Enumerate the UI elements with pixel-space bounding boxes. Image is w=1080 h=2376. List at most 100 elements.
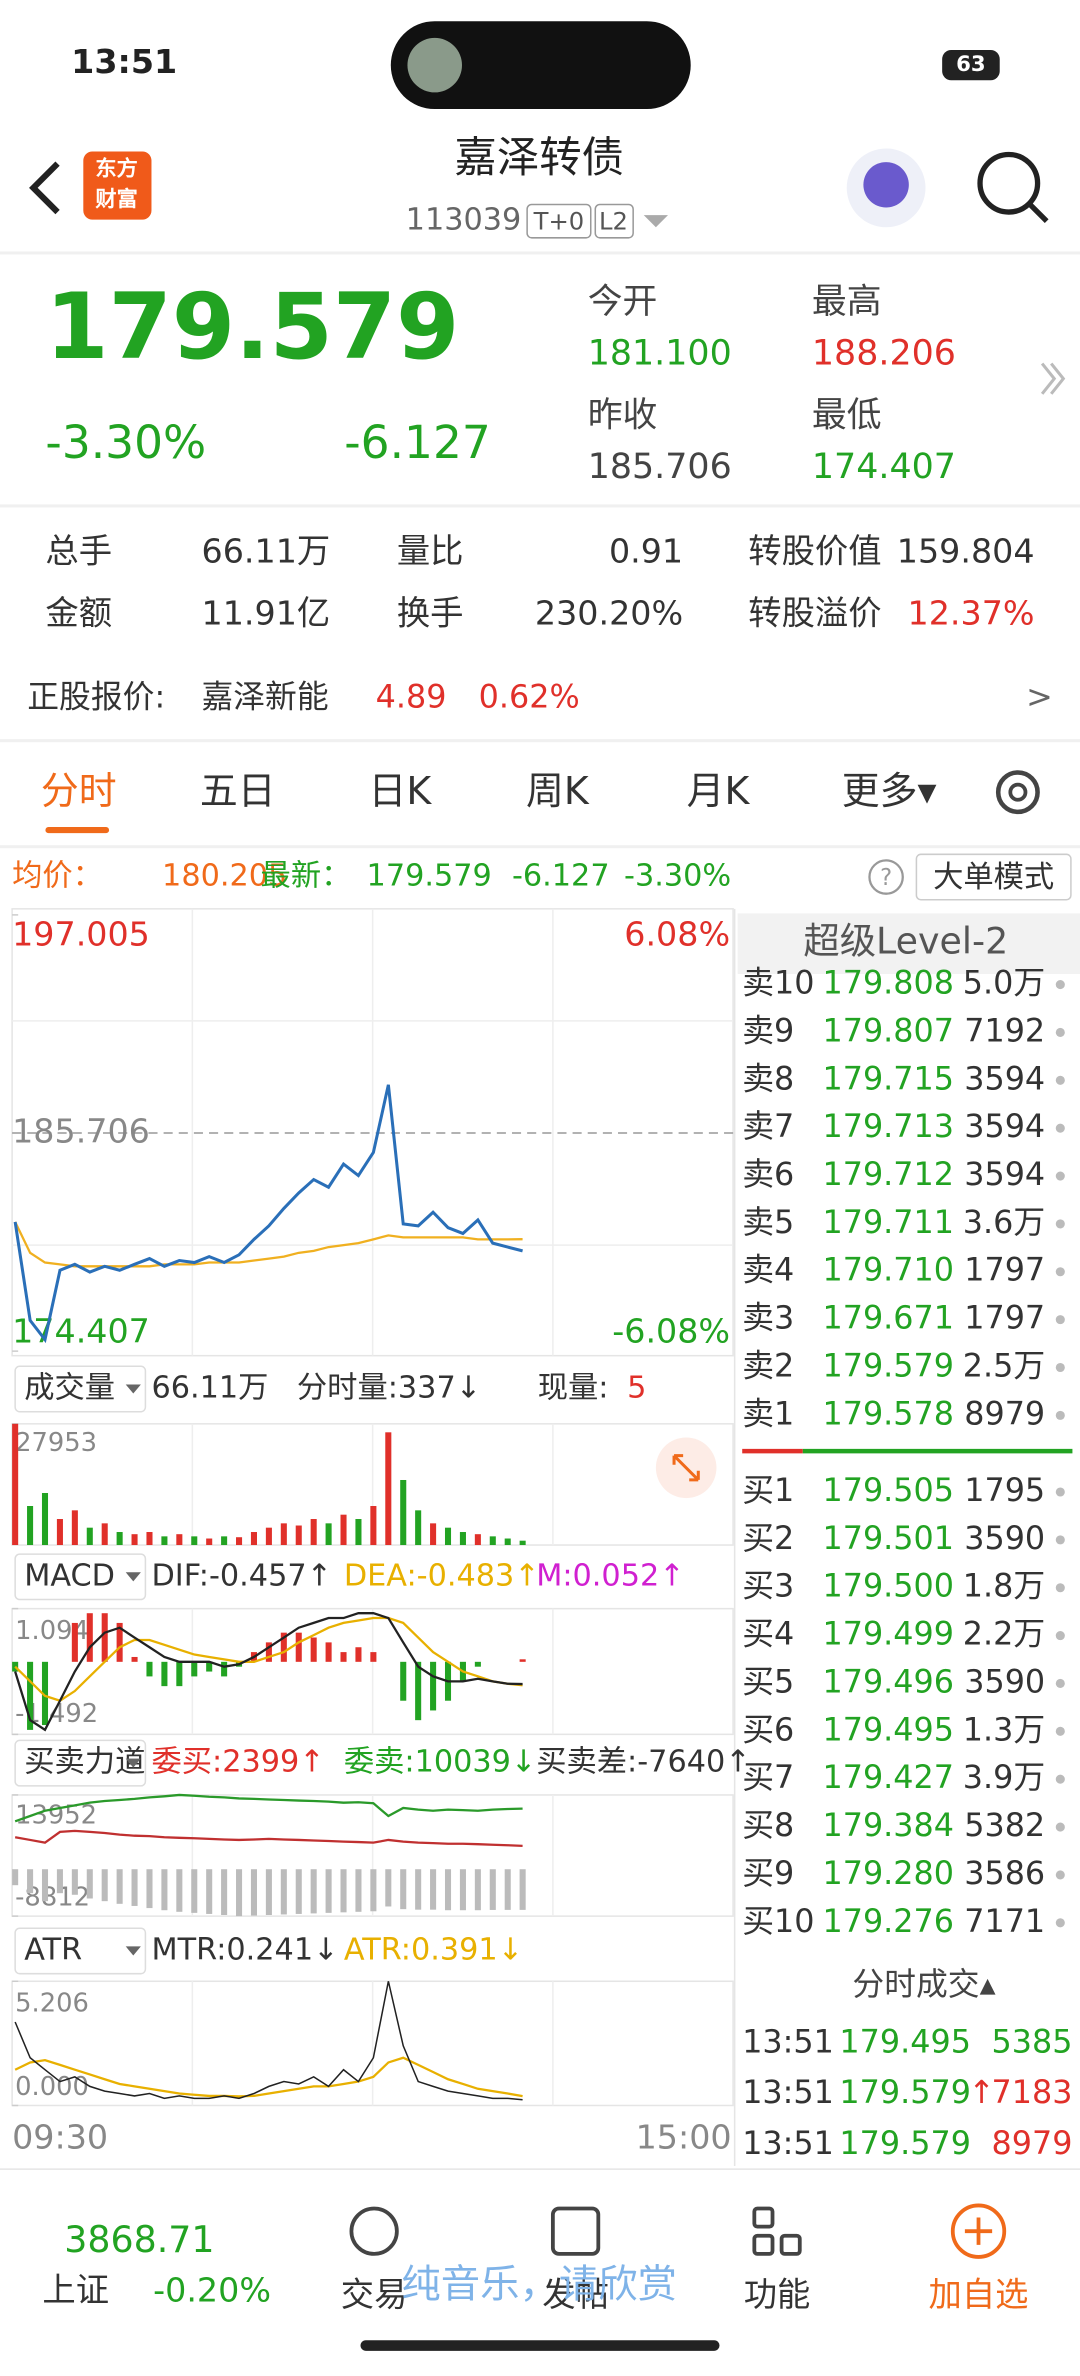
- book-price: 179.499: [822, 1616, 953, 1653]
- book-label: 卖8: [742, 1060, 794, 1097]
- macd-bar: [146, 1661, 153, 1677]
- book-volume: 3590: [964, 1663, 1045, 1700]
- volume-bar: [280, 1523, 287, 1546]
- stat-label: 转股价值: [748, 531, 881, 570]
- trade-time: 13:51: [742, 2023, 834, 2060]
- dea-line: [14, 1616, 523, 1702]
- back-button[interactable]: [29, 161, 60, 215]
- indicator-name[interactable]: 买卖力道: [24, 1745, 145, 1780]
- macd-bar: [71, 1622, 78, 1662]
- book-dot: [1055, 1410, 1065, 1420]
- book-price: 179.715: [822, 1060, 953, 1097]
- add-plus: [964, 2217, 993, 2245]
- dropdown-icon[interactable]: [643, 215, 668, 228]
- x-tick-label: 15:00: [636, 2117, 732, 2156]
- tab[interactable]: 月K: [687, 769, 751, 813]
- index-name: 上证: [42, 2270, 109, 2309]
- change: -6.127: [344, 416, 490, 469]
- quote-high-label: 最高: [812, 282, 882, 322]
- macd-bar: [206, 1661, 213, 1672]
- volume-bar: [86, 1527, 93, 1546]
- help-icon[interactable]: [868, 859, 904, 895]
- post-icon[interactable]: [550, 2206, 601, 2256]
- macd-bar: [519, 1659, 526, 1662]
- selector-arrow: [125, 1946, 141, 1956]
- macd-bar: [340, 1652, 347, 1662]
- indicator-selector[interactable]: [14, 1365, 147, 1413]
- volume-bar: [519, 1540, 526, 1546]
- book-label: 买6: [742, 1711, 794, 1748]
- book-price: 179.711: [822, 1204, 953, 1241]
- volume-bar: [56, 1519, 63, 1546]
- tab[interactable]: 五日: [200, 769, 276, 813]
- macd-bar: [355, 1647, 362, 1662]
- settings-icon[interactable]: [995, 770, 1040, 815]
- volume-bar: [504, 1538, 511, 1546]
- diff-bar: [415, 1869, 422, 1910]
- mode-button[interactable]: [915, 853, 1072, 901]
- macd-bar: [101, 1613, 108, 1662]
- y-tick-label: 0.000: [15, 2072, 89, 2102]
- indicator-selector[interactable]: [14, 1739, 147, 1787]
- book-volume: 3590: [964, 1520, 1045, 1557]
- tab[interactable]: 日K: [369, 769, 433, 813]
- diff-bar: [86, 1869, 93, 1899]
- diff-bar: [236, 1869, 243, 1917]
- tab[interactable]: 分时: [41, 769, 117, 813]
- nav-func[interactable]: 功能: [744, 2275, 811, 2314]
- diff-bar: [370, 1869, 377, 1912]
- divider: [0, 504, 1080, 508]
- trades-title[interactable]: 分时成交▴: [852, 1966, 995, 2003]
- volume-bar: [385, 1432, 392, 1546]
- book-price: 179.671: [822, 1300, 953, 1337]
- indicator-value: 分时量:337↓: [297, 1371, 481, 1406]
- logo[interactable]: [83, 151, 152, 220]
- diff-bar: [71, 1869, 78, 1895]
- book-volume: 8979: [964, 1395, 1045, 1432]
- help-mark: ?: [880, 865, 892, 891]
- func-icon[interactable]: [752, 2206, 775, 2229]
- book-volume: 7192: [964, 1012, 1045, 1049]
- quote-more[interactable]: [1040, 362, 1066, 395]
- diff-bar: [27, 1869, 34, 1894]
- indicator-selector[interactable]: [14, 1553, 147, 1601]
- nav-post[interactable]: 发帖: [542, 2275, 609, 2314]
- volume-bar: [325, 1523, 332, 1546]
- search-icon[interactable]: [977, 151, 1041, 215]
- stock-more[interactable]: >: [1026, 678, 1053, 715]
- nav-add[interactable]: 加自选: [929, 2275, 1029, 2314]
- indicator-name[interactable]: MACD: [24, 1558, 115, 1593]
- indicator-value: M:0.052↑: [536, 1558, 684, 1593]
- volume-bar: [161, 1536, 168, 1546]
- stat-value: 11.91亿: [202, 593, 331, 632]
- book-dot: [1055, 1535, 1065, 1545]
- trade-icon[interactable]: [349, 2206, 399, 2256]
- add-icon[interactable]: [950, 2203, 1007, 2259]
- island-avatar: [407, 37, 462, 93]
- book-dot: [1055, 1822, 1065, 1832]
- indicator-name[interactable]: 成交量: [24, 1371, 115, 1406]
- book-dot: [1055, 1870, 1065, 1880]
- mode-label[interactable]: 大单模式: [933, 860, 1054, 895]
- diff-bar: [131, 1869, 138, 1906]
- index-value[interactable]: 3868.71: [64, 2218, 214, 2261]
- volume-bar: [370, 1506, 377, 1546]
- indicator-name[interactable]: ATR: [24, 1932, 82, 1967]
- indicator-value: ATR:0.391↓: [344, 1932, 523, 1967]
- book-volume: 1795: [964, 1472, 1045, 1509]
- trade-volume: 7183: [992, 2074, 1073, 2111]
- macd-bar: [176, 1661, 183, 1687]
- stat-value: 230.20%: [535, 593, 683, 632]
- nav-trade[interactable]: 交易: [341, 2275, 408, 2314]
- tab[interactable]: 更多▾: [842, 769, 937, 813]
- diff-bar: [325, 1869, 332, 1913]
- indicator-selector[interactable]: [14, 1927, 147, 1975]
- tab[interactable]: 周K: [526, 769, 590, 813]
- page-title: 嘉泽转债: [454, 134, 624, 183]
- stock-name[interactable]: 嘉泽新能: [201, 678, 328, 715]
- macd-bar: [474, 1661, 481, 1667]
- macd-bar: [415, 1661, 422, 1721]
